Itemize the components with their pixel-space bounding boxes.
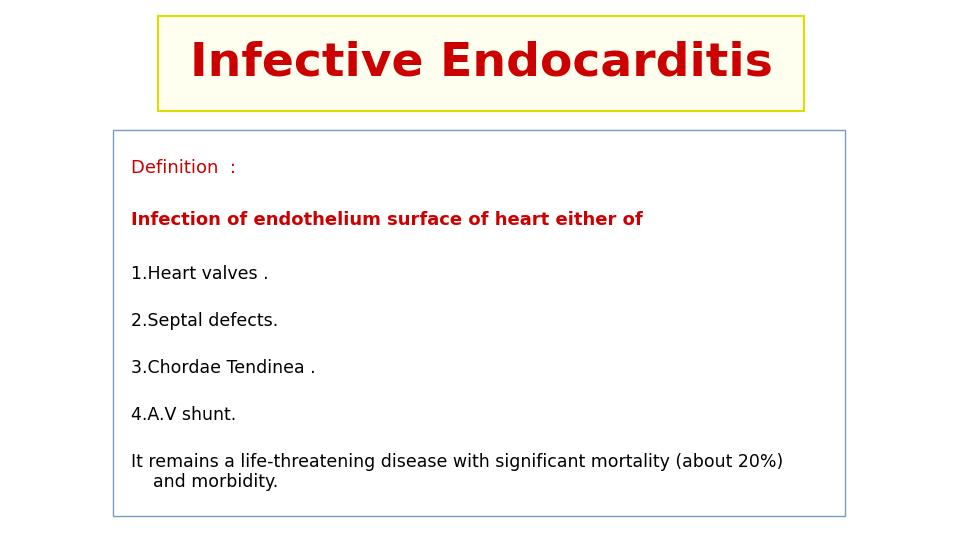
FancyBboxPatch shape [113,130,845,516]
Text: 1.Heart valves .: 1.Heart valves . [131,265,268,282]
Text: Infection of endothelium surface of heart either of: Infection of endothelium surface of hear… [131,211,642,228]
Text: 3.Chordae Tendinea .: 3.Chordae Tendinea . [131,359,315,376]
Text: Definition  :: Definition : [131,159,235,177]
Text: 2.Septal defects.: 2.Septal defects. [131,312,277,329]
FancyBboxPatch shape [158,16,804,111]
Text: It remains a life-threatening disease with significant mortality (about 20%)
   : It remains a life-threatening disease wi… [131,453,782,491]
Text: 4.A.V shunt.: 4.A.V shunt. [131,406,236,423]
Text: Infective Endocarditis: Infective Endocarditis [189,41,773,86]
